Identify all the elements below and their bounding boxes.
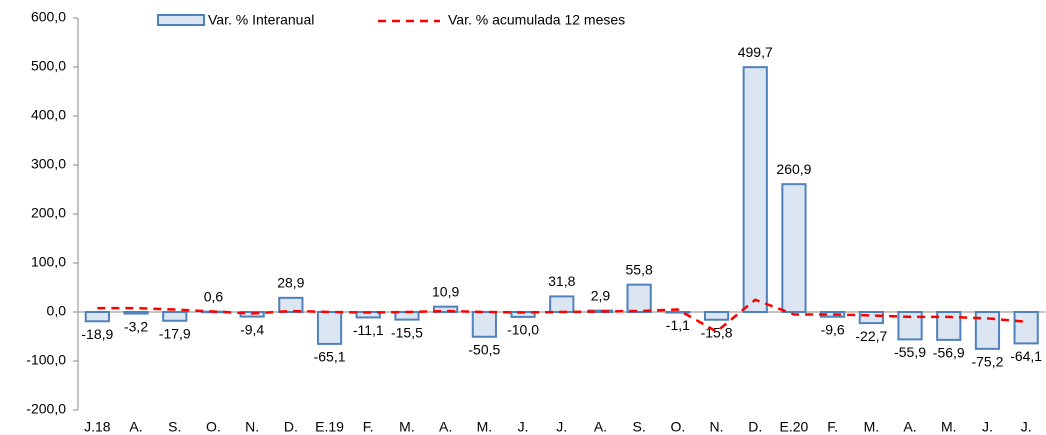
value-label: -10,0 [507,322,539,338]
x-tick-label: F. [363,419,374,435]
bar [742,66,768,313]
value-label: 260,9 [776,161,811,177]
bar [433,305,459,313]
value-label: -65,1 [314,349,346,365]
y-tick-label: 200,0 [31,205,66,221]
value-label: 2,9 [591,287,611,303]
value-label: -22,7 [855,328,887,344]
bar [974,311,1001,350]
bar [84,311,110,323]
bar [549,295,575,313]
y-tick-label: 100,0 [31,254,66,270]
value-label: -1,1 [666,317,690,333]
value-label: 0,6 [204,288,224,304]
y-tick-label: 600,0 [31,9,66,25]
bar [162,311,188,322]
bar [626,283,652,313]
line-series [97,298,1027,334]
x-tick-label: A. [129,419,142,435]
y-tick-label: 0,0 [47,303,67,319]
x-tick-label: O. [670,419,685,435]
bar [858,311,884,325]
bar [278,296,304,313]
bar [897,311,923,341]
value-label: -55,9 [894,344,926,360]
x-tick-label: F. [827,419,838,435]
legend-label: Var. % acumulada 12 meses [448,12,625,28]
x-tick-label: A. [903,419,916,435]
x-tick-label: O. [206,419,221,435]
x-tick-label: M. [941,419,957,435]
x-tick-label: J. [518,419,529,435]
value-label: 499,7 [738,44,773,60]
value-label: -9,4 [240,321,264,337]
value-label: -18,9 [81,326,113,342]
x-tick-label: N. [710,419,724,435]
value-label: 55,8 [626,261,653,277]
x-tick-label: S. [633,419,646,435]
x-tick-label: A. [439,419,452,435]
legend-swatch [157,14,205,26]
bar [1013,311,1039,345]
x-tick-label: M. [399,419,415,435]
x-tick-label: A. [594,419,607,435]
value-label: -9,6 [821,321,845,337]
x-tick-label: J.18 [84,419,111,435]
x-tick-label: J. [556,419,567,435]
x-tick-label: E.19 [315,419,344,435]
value-label: -3,2 [124,318,148,334]
bar [665,311,691,314]
x-tick-label: N. [245,419,259,435]
value-label: -64,1 [1010,348,1042,364]
value-label: -50,5 [468,341,500,357]
x-tick-label: D. [748,419,762,435]
bar [703,311,730,321]
legend-label: Var. % Interanual [208,12,314,28]
bar [123,311,149,315]
value-label: -75,2 [971,354,1003,370]
x-tick-label: J. [1021,419,1032,435]
x-tick-label: E.20 [780,419,809,435]
y-tick-label: -100,0 [26,352,66,368]
x-tick-label: M. [477,419,493,435]
y-tick-label: 500,0 [31,58,66,74]
bar [781,183,807,313]
value-label: -11,1 [353,322,384,338]
value-label: -56,9 [933,345,965,361]
bar [316,311,343,345]
bar [471,311,497,338]
y-tick-label: -200,0 [26,401,66,417]
y-tick-label: 400,0 [31,107,66,123]
value-label: 10,9 [432,283,459,299]
value-label: -15,5 [391,324,423,340]
x-tick-label: J. [982,419,993,435]
value-label: 31,8 [548,273,575,289]
x-tick-label: S. [168,419,181,435]
value-label: -17,9 [159,325,191,341]
value-label: 28,9 [277,275,304,291]
value-label: -15,8 [701,324,733,340]
x-tick-label: D. [284,419,298,435]
y-tick-label: 300,0 [31,156,66,172]
bar [936,311,962,341]
x-tick-label: M. [864,419,880,435]
